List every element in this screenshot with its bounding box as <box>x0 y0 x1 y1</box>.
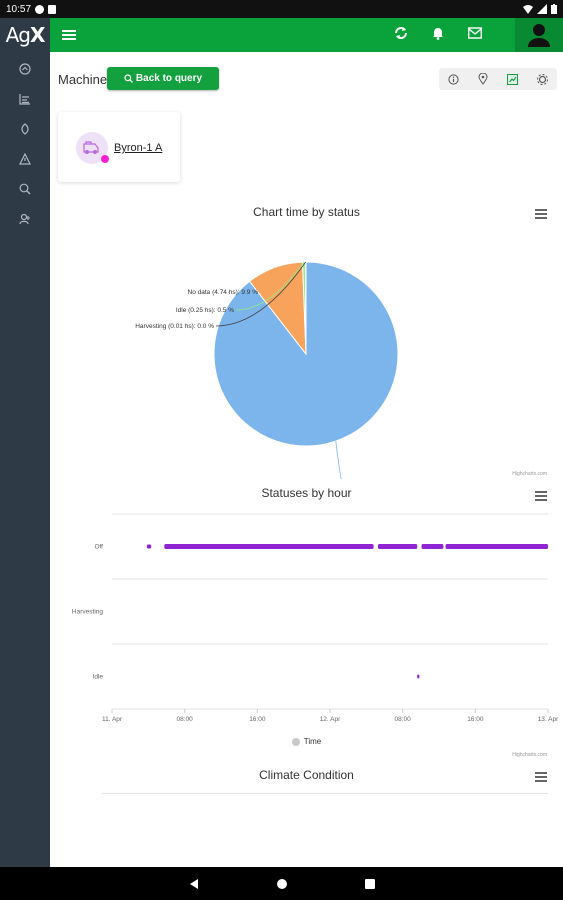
back-icon[interactable] <box>187 877 201 891</box>
main-content: Machine Back to query Byron-1 A Chart <box>50 52 563 867</box>
pie-chart-title: Chart time by status <box>253 205 360 219</box>
pie-label-no-data: No data (4.74 hs): 9.9 % <box>188 289 259 296</box>
bell-icon[interactable] <box>431 26 449 44</box>
timeline-x-tick-label: 13. Apr <box>538 716 559 723</box>
recents-icon[interactable] <box>363 877 377 891</box>
pie-slice-harvesting[interactable] <box>304 261 307 355</box>
sd-card-icon <box>48 4 57 14</box>
timeline-x-tick-label: 08:00 <box>177 716 194 723</box>
pie-connector-no-data <box>259 267 275 293</box>
battery-icon <box>551 4 557 14</box>
timeline-chart-credits: Highcharts.com <box>512 752 547 758</box>
machine-card[interactable]: Byron-1 A <box>58 112 180 182</box>
fields-icon[interactable] <box>16 120 34 138</box>
chart-view-icon[interactable] <box>505 71 521 87</box>
home-icon[interactable] <box>275 877 289 891</box>
sync-icon[interactable] <box>394 26 412 44</box>
timeline-x-tick-label: 16:00 <box>467 716 484 723</box>
pie-label-idle: Idle (0.25 hs): 0.5 % <box>176 307 234 314</box>
pie-chart: Off (42.90 hs): 89.5 %No data (4.74 hs):… <box>135 261 399 479</box>
pie-label-harvesting: Harvesting (0.01 hs): 0.0 % <box>135 323 214 330</box>
timeline-x-tick-label: 08:00 <box>395 716 412 723</box>
top-bar <box>50 18 563 52</box>
mail-icon[interactable] <box>467 26 486 44</box>
machine-avatar <box>76 132 108 164</box>
view-toggle-group <box>439 68 557 90</box>
location-icon[interactable] <box>475 71 491 87</box>
search-icon[interactable] <box>16 180 34 198</box>
pie-connector-idle <box>235 261 305 311</box>
timeline-segment[interactable] <box>421 544 444 549</box>
signal-icon <box>537 4 547 14</box>
back-to-query-button[interactable]: Back to query <box>107 67 219 90</box>
harvester-icon <box>83 141 99 154</box>
climate-chart-menu-icon[interactable] <box>535 772 547 782</box>
climate-chart-title: Climate Condition <box>259 768 354 782</box>
pie-chart-menu-icon[interactable] <box>535 209 547 219</box>
pie-connector-off <box>335 440 342 479</box>
system-nav-bar <box>0 867 563 900</box>
timeline-x-tick-label: 16:00 <box>249 716 266 723</box>
timeline-segment[interactable] <box>164 544 374 549</box>
legend-label: Time <box>303 737 322 746</box>
search-icon <box>124 74 133 83</box>
timeline-legend[interactable]: Time <box>50 737 563 746</box>
timeline-category-label: Idle <box>93 674 104 681</box>
timeline-segment[interactable] <box>146 544 152 549</box>
wifi-icon <box>523 5 533 14</box>
timeline-category-label: Off <box>94 544 103 551</box>
timeline-segment[interactable] <box>445 544 548 549</box>
timeline-chart-menu-icon[interactable] <box>535 491 547 501</box>
pie-connector-harvesting <box>215 261 307 327</box>
alerts-icon[interactable] <box>16 150 34 168</box>
status-bar: 10:57 <box>0 0 563 18</box>
user-icon[interactable] <box>515 18 563 52</box>
timeline-chart-title: Statuses by hour <box>261 486 352 500</box>
menu-icon[interactable] <box>62 26 80 44</box>
status-indicator <box>101 155 109 163</box>
timeline-x-tick-label: 11. Apr <box>102 716 123 723</box>
dashboard-icon[interactable] <box>16 60 34 78</box>
breadcrumb: Machine <box>58 72 108 87</box>
notification-icon <box>35 4 45 14</box>
timeline-segment[interactable] <box>417 674 420 679</box>
back-to-query-label: Back to query <box>135 73 203 84</box>
climate-chart-axis <box>102 793 548 794</box>
timeline-category-label: Harvesting <box>72 609 103 616</box>
info-icon[interactable] <box>446 71 462 87</box>
legend-marker <box>291 737 300 746</box>
app-logo[interactable]: Ag X <box>5 23 46 47</box>
sidebar: Ag X <box>0 18 50 867</box>
timeline-segment[interactable] <box>377 544 418 549</box>
reports-icon[interactable] <box>16 90 34 108</box>
settings-icon[interactable] <box>534 71 550 87</box>
clock: 10:57 <box>6 3 32 15</box>
users-icon[interactable] <box>16 210 34 228</box>
timeline-chart: Off Harvesting Idle 11. Apr 08:00 16:00 12. Ap… <box>72 513 559 723</box>
pie-chart-credits: Highcharts.com <box>512 471 547 477</box>
machine-name-link[interactable]: Byron-1 A <box>114 142 163 154</box>
timeline-x-tick-label: 12. Apr <box>320 716 341 723</box>
